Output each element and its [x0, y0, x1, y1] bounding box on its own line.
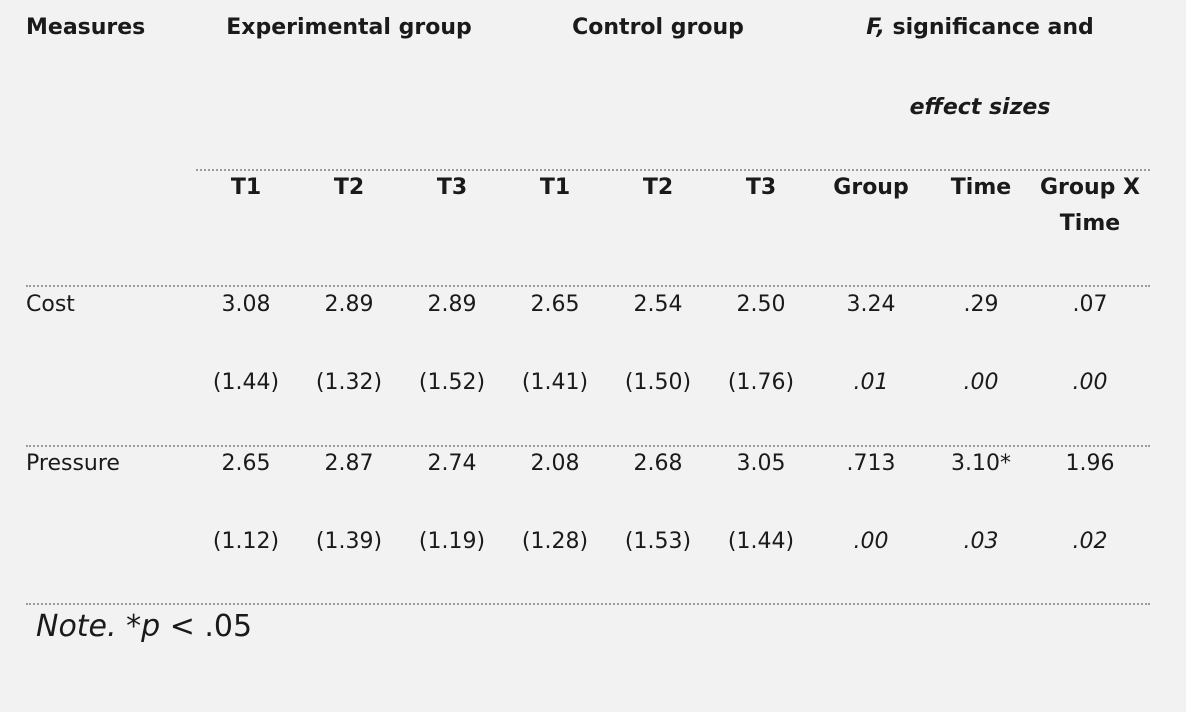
cost-mean-ctl-t2: 2.54 [633, 292, 683, 317]
row-divider-rule [26, 445, 1150, 447]
pressure-mean-ctl-t3: 3.05 [736, 451, 786, 476]
pressure-sd-ctl-t1: (1.28) [521, 529, 589, 554]
note-p: p [141, 609, 161, 644]
subheader-ctl-t1: T1 [539, 175, 571, 200]
cost-sd-ctl-t2: (1.50) [624, 370, 692, 395]
body-top-rule [26, 285, 1150, 287]
header-measures: Measures [26, 15, 146, 40]
subheader-rule [196, 169, 1150, 171]
cost-effect-group: .01 [853, 370, 889, 395]
subheader-exp-t3: T3 [436, 175, 468, 200]
subheader-ctl-t2: T2 [642, 175, 674, 200]
cost-sd-ctl-t3: (1.76) [727, 370, 795, 395]
pressure-sd-ctl-t3: (1.44) [727, 529, 795, 554]
cost-mean-ctl-t3: 2.50 [736, 292, 786, 317]
pressure-mean-ctl-t1: 2.08 [530, 451, 580, 476]
header-control-group: Control group [572, 15, 744, 40]
note-label: Note. [36, 609, 117, 644]
cost-sd-exp-t2: (1.32) [315, 370, 383, 395]
cost-sd-exp-t3: (1.52) [418, 370, 486, 395]
cost-f-time: .29 [963, 292, 999, 317]
pressure-mean-exp-t3: 2.74 [427, 451, 477, 476]
cost-effect-group-x-time: .00 [1072, 370, 1108, 395]
note-text-b: < .05 [160, 609, 253, 644]
subheader-exp-t1: T1 [230, 175, 262, 200]
subheader-group-x-time-line1: Group X [1039, 175, 1141, 200]
cost-f-group-x-time: .07 [1072, 292, 1108, 317]
pressure-sd-exp-t1: (1.12) [212, 529, 280, 554]
header-stats-line2: effect sizes [909, 95, 1051, 120]
pressure-f-time: 3.10* [951, 451, 1011, 476]
pressure-sd-exp-t3: (1.19) [418, 529, 486, 554]
cost-sd-exp-t1: (1.44) [212, 370, 280, 395]
table-bottom-rule [26, 603, 1150, 605]
pressure-effect-time: .03 [963, 529, 999, 554]
row-label-cost: Cost [26, 292, 75, 317]
subheader-time: Time [950, 175, 1012, 200]
subheader-ctl-t3: T3 [745, 175, 777, 200]
cost-mean-ctl-t1: 2.65 [530, 292, 580, 317]
cost-effect-time: .00 [963, 370, 999, 395]
header-experimental-group: Experimental group [226, 15, 472, 40]
header-stats-rest: significance and [884, 15, 1094, 40]
cost-sd-ctl-t1: (1.41) [521, 370, 589, 395]
pressure-sd-ctl-t2: (1.53) [624, 529, 692, 554]
pressure-f-group-x-time: 1.96 [1065, 451, 1115, 476]
pressure-effect-group: .00 [853, 529, 889, 554]
subheader-group-x-time-line2: Time [1059, 211, 1121, 236]
table-note: Note. *p < .05 [36, 609, 252, 644]
cost-mean-exp-t3: 2.89 [427, 292, 477, 317]
pressure-mean-exp-t2: 2.87 [324, 451, 374, 476]
cost-mean-exp-t1: 3.08 [221, 292, 271, 317]
pressure-mean-ctl-t2: 2.68 [633, 451, 683, 476]
subheader-exp-t2: T2 [333, 175, 365, 200]
pressure-mean-exp-t1: 2.65 [221, 451, 271, 476]
cost-mean-exp-t2: 2.89 [324, 292, 374, 317]
pressure-effect-group-x-time: .02 [1072, 529, 1108, 554]
pressure-sd-exp-t2: (1.39) [315, 529, 383, 554]
header-stats-f: F, [866, 15, 885, 40]
header-stats: F, significance and [866, 15, 1094, 40]
note-text-a: * [116, 609, 142, 644]
row-label-pressure: Pressure [26, 451, 120, 476]
subheader-group: Group [833, 175, 909, 200]
cost-f-group: 3.24 [846, 292, 896, 317]
pressure-f-group: .713 [846, 451, 896, 476]
